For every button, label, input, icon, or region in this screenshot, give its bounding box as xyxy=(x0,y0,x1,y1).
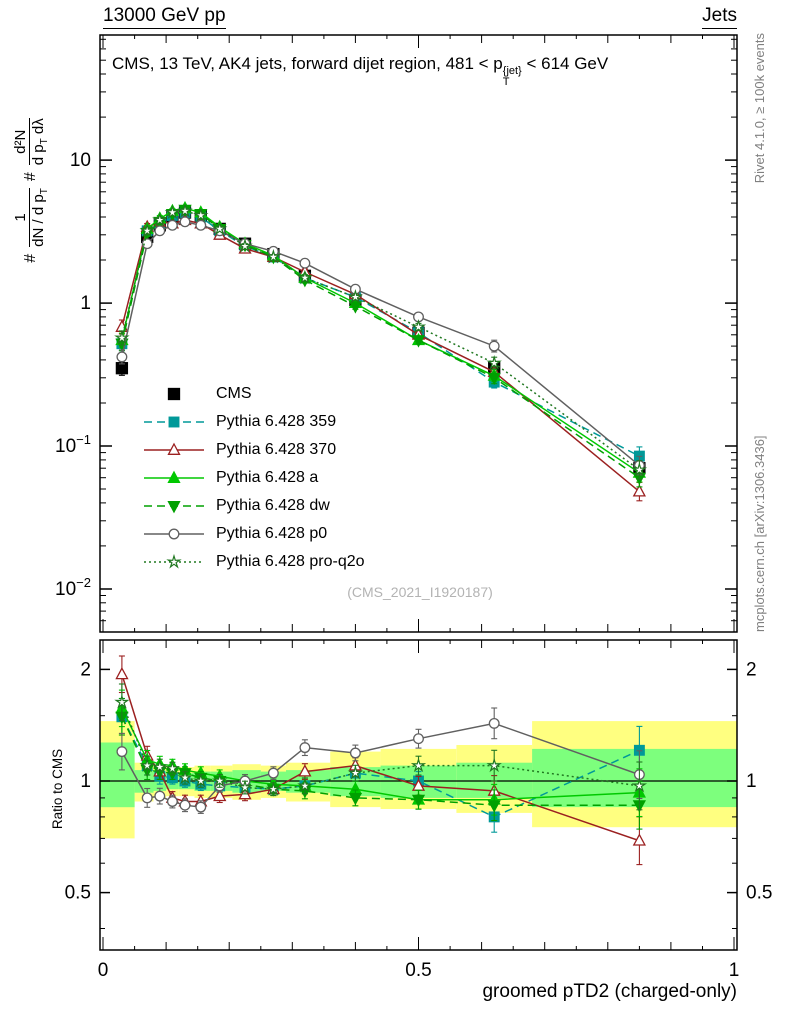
analysis-group-label: Jets xyxy=(702,5,737,29)
x-tick-label: 0 xyxy=(98,960,109,981)
legend-swatch-pythia-6-428-pro-q2o xyxy=(144,553,204,569)
series-pythia-6-428-p0 xyxy=(116,707,645,814)
x-tick-label: 1 xyxy=(729,960,740,981)
legend-label: Pythia 6.428 370 xyxy=(216,441,337,458)
legend-item-pythia-6-428-dw: Pythia 6.428 dw xyxy=(142,492,365,520)
legend-swatch-pythia-6-428-a xyxy=(144,470,204,483)
main-y-tick-label: 10−1 xyxy=(55,432,91,457)
pt-superscript: {jet} xyxy=(502,65,522,77)
ylabel-fraction-1: 1 dN / d pT xyxy=(11,188,50,247)
plot-title: CMS, 13 TeV, AK4 jets, forward dijet reg… xyxy=(112,54,608,88)
legend-label: Pythia 6.428 p0 xyxy=(216,525,328,542)
ratio-y-tick-label-right: 2 xyxy=(746,659,757,680)
legend-item-pythia-6-428-359: Pythia 6.428 359 xyxy=(142,408,365,436)
series-pythia-6-428-pro-q2o xyxy=(114,683,648,811)
pt-subscript: T xyxy=(502,76,510,88)
legend: CMS Pythia 6.428 359 Pythia 6.428 370 Pythi… xyxy=(142,380,365,576)
legend-item-cms: CMS xyxy=(142,380,365,408)
band-green xyxy=(532,748,737,808)
main-y-tick-label: 1 xyxy=(80,293,91,314)
plot-title-tail: < 614 GeV xyxy=(521,54,609,73)
legend-item-pythia-6-428-370: Pythia 6.428 370 xyxy=(142,436,365,464)
legend-swatch-cms xyxy=(167,387,181,401)
ratio-panel-data xyxy=(114,655,648,866)
legend-swatch-pythia-6-428-359 xyxy=(144,416,204,428)
ratio-y-tick-label-left: 0.5 xyxy=(65,883,91,904)
legend-label: Pythia 6.428 a xyxy=(216,469,319,486)
legend-item-pythia-6-428-p0: Pythia 6.428 p0 xyxy=(142,520,365,548)
ratio-y-tick-label-right: 0.5 xyxy=(746,883,772,904)
pt-supsub: {jet} T xyxy=(503,66,522,88)
ratio-y-axis-label: Ratio to CMS xyxy=(50,748,65,830)
ratio-y-tick-label-left: 1 xyxy=(80,771,91,792)
beam-energy-label: 13000 GeV pp xyxy=(103,5,226,29)
legend-swatch-pythia-6-428-370 xyxy=(144,442,204,455)
series-pythia-6-428-p0 xyxy=(116,216,645,476)
ylabel-hash-1: # xyxy=(22,253,39,263)
x-axis-title: groomed pTD2 (charged-only) xyxy=(482,981,737,1002)
legend-item-pythia-6-428-a: Pythia 6.428 a xyxy=(142,464,365,492)
legend-label: Pythia 6.428 dw xyxy=(216,497,330,514)
legend-swatch-pythia-6-428-dw xyxy=(144,501,204,514)
ylabel-hash-2: # xyxy=(22,172,39,182)
legend-swatch-pythia-6-428-p0 xyxy=(144,528,204,540)
axes-frames: 10 1 10−1 10−2 2 2 1 1 0.5 0.5 0 0.5 1 xyxy=(55,34,772,981)
ylabel-fraction-2: d²N d pT dλ xyxy=(11,118,50,166)
watermark-analysis-id: (CMS_2021_I1920187) xyxy=(347,584,493,600)
main-y-axis-label: # 1 dN / d pT # d²N d pT dλ xyxy=(8,33,54,348)
main-y-tick-label: 10−2 xyxy=(55,575,91,600)
legend-label: CMS xyxy=(216,385,252,402)
legend-label: Pythia 6.428 359 xyxy=(216,413,337,430)
ratio-y-tick-label-right: 1 xyxy=(746,771,757,792)
ratio-y-tick-label-left: 2 xyxy=(80,659,91,680)
legend-label: Pythia 6.428 pro-q2o xyxy=(216,553,365,570)
legend-item-pythia-6-428-pro-q2o: Pythia 6.428 pro-q2o xyxy=(142,548,365,576)
x-tick-label: 0.5 xyxy=(405,960,431,981)
plot-title-text: CMS, 13 TeV, AK4 jets, forward dijet reg… xyxy=(112,54,503,73)
rivet-version-note: Rivet 4.1.0, ≥ 100k events xyxy=(752,33,767,184)
main-y-tick-label: 10 xyxy=(70,150,91,171)
series-pythia-6-428-pro-q2o xyxy=(114,202,648,480)
main-panel-data xyxy=(114,200,648,502)
mcplots-credit-note: mcplots.cern.ch [arXiv:1306.3436] xyxy=(752,435,767,632)
